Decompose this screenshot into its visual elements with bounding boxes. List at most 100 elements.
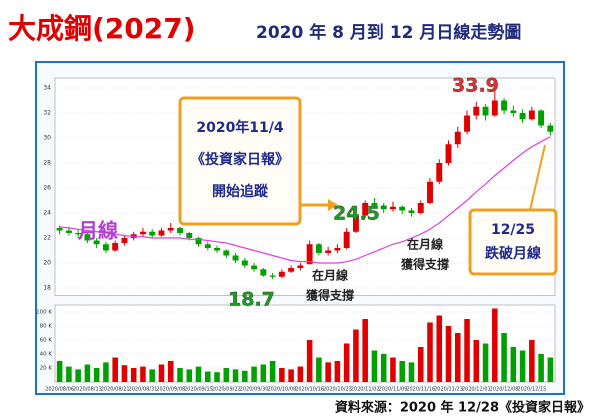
volume-bar [75, 369, 81, 382]
candle-body [140, 231, 146, 235]
callout-box [178, 96, 302, 226]
candle-body [399, 206, 406, 211]
candle-body [464, 115, 470, 132]
volume-bar [519, 350, 526, 382]
x-tick-label: 2020/08/13 [73, 387, 102, 393]
price-label: 18.7 [228, 289, 275, 311]
candle-body [473, 106, 480, 116]
volume-bar [399, 361, 405, 382]
volume-tick-label: 40 K [40, 352, 53, 358]
y-tick-label: 34 [43, 85, 51, 92]
volume-bar [417, 347, 424, 382]
x-tick-label: 2020/11/16 [406, 387, 435, 393]
candle-body [538, 110, 545, 126]
callout-text: 《投資家日報》 [191, 151, 289, 168]
candle-body [232, 255, 239, 261]
volume-bar [279, 368, 285, 382]
volume-bar [371, 350, 378, 382]
volume-bar [232, 369, 239, 382]
volume-bar [223, 368, 230, 382]
volume-bar [260, 364, 267, 382]
candle-body [93, 240, 100, 245]
volume-bar [316, 357, 322, 382]
volume-bar [436, 315, 443, 382]
volume-bar [84, 364, 91, 382]
volume-bar [177, 368, 183, 382]
candle-body [482, 106, 489, 116]
x-tick-label: 2020/08/06 [45, 387, 74, 393]
candle-body [297, 265, 304, 268]
volume-bar [343, 343, 350, 382]
volume-bar [130, 368, 137, 382]
candle-body [519, 113, 526, 120]
candle-body [278, 271, 285, 277]
volume-bar [93, 368, 100, 382]
y-tick-label: 22 [43, 235, 51, 242]
volume-bar [445, 326, 452, 382]
volume-bar [482, 343, 489, 382]
x-tick-label: 2020/11/02 [351, 387, 380, 393]
volume-bar [510, 347, 517, 382]
candle-body [371, 203, 378, 206]
volume-tick-label: 100 K [36, 310, 52, 316]
x-tick-label: 2020/08/31 [129, 387, 158, 393]
y-tick-label: 24 [43, 210, 51, 217]
candle-body [436, 163, 443, 182]
volume-bar [390, 357, 396, 382]
volume-bar [186, 369, 193, 382]
candle-body [75, 233, 82, 235]
volume-bar [167, 361, 174, 382]
x-tick-label: 2020/09/08 [156, 387, 185, 393]
candle-body [306, 244, 313, 265]
candle-body [352, 215, 359, 232]
volume-bar [149, 369, 155, 382]
candle-body [362, 203, 369, 216]
volume-bar [112, 357, 118, 382]
candle-body [84, 234, 91, 241]
x-tick-label: 2020/10/08 [267, 387, 296, 393]
x-tick-label: 2020/10/23 [323, 387, 352, 393]
note: 在月線 [312, 268, 348, 283]
x-tick-label: 2020/09/22 [212, 387, 241, 393]
volume-bar [269, 361, 276, 382]
candle-body [65, 230, 72, 233]
x-tick-label: 2020/12/15 [517, 387, 546, 393]
price-label: 33.9 [452, 75, 499, 97]
x-tick-label: 2020/11/09 [379, 387, 408, 393]
candle-body [269, 275, 276, 277]
volume-bar [297, 366, 304, 382]
x-tick-label: 2020/12/08 [490, 387, 519, 393]
candle-body [510, 110, 517, 113]
candle-body [251, 265, 258, 270]
candle-body [241, 260, 248, 266]
candle-body [325, 250, 332, 253]
volume-bar [214, 372, 220, 382]
volume-bar [473, 340, 480, 382]
volume-bar [288, 369, 294, 382]
callout-box [468, 208, 558, 276]
candle-body [390, 206, 396, 210]
volume-bar [66, 366, 72, 382]
candle-body [204, 244, 211, 248]
candle-body [528, 110, 535, 120]
volume-bar [464, 319, 470, 382]
callout-arrow [529, 144, 546, 211]
volume-bar [362, 319, 368, 382]
callout-text: 12/25 [491, 222, 535, 238]
callout-arrow-head [328, 199, 338, 211]
candle-body [343, 231, 350, 248]
volume-bar [353, 329, 359, 382]
candle-body [158, 230, 165, 236]
candle-body [223, 250, 230, 256]
candle-body [454, 131, 461, 145]
candle-body [380, 205, 387, 210]
volume-bar [334, 361, 341, 382]
y-tick-label: 20 [43, 260, 51, 267]
volume-bar [408, 362, 415, 382]
price-label: 24.5 [333, 203, 380, 225]
candle-body [408, 210, 415, 213]
candle-body [149, 231, 156, 236]
candle-body [214, 248, 220, 251]
callout-text: 跌破月線 [485, 245, 541, 262]
